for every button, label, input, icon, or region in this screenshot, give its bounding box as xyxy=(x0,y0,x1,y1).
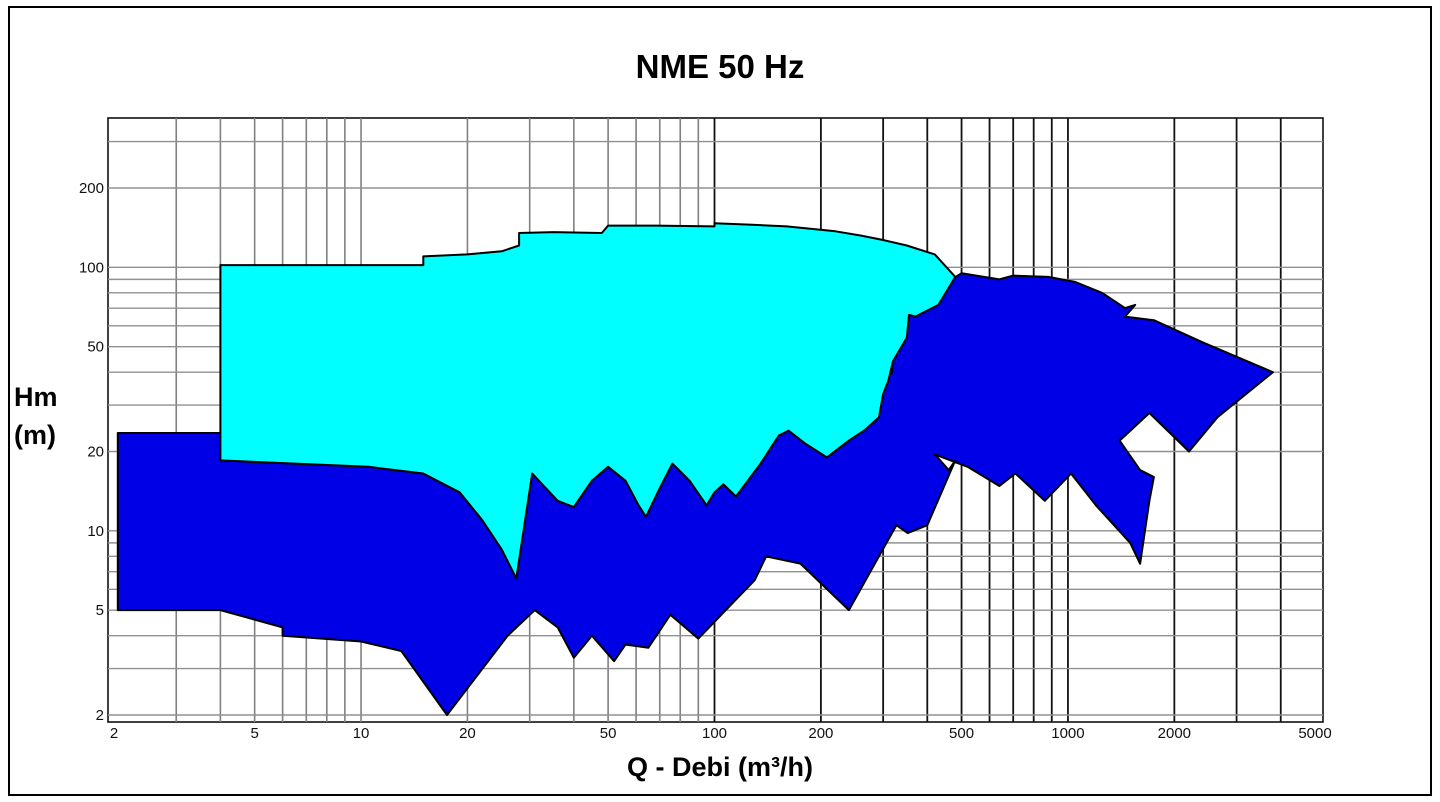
y-tick-label: 5 xyxy=(96,602,104,619)
y-axis-label: Hm (m) xyxy=(14,378,58,454)
x-tick-label: 50 xyxy=(600,725,617,742)
x-tick-label: 2000 xyxy=(1158,725,1191,742)
y-tick-label: 200 xyxy=(79,180,104,197)
chart-frame xyxy=(8,6,1432,796)
y-tick-label: 100 xyxy=(79,259,104,276)
x-tick-label: 200 xyxy=(808,725,833,742)
x-tick-label: 2 xyxy=(110,725,118,742)
y-tick-label: 50 xyxy=(87,339,104,356)
x-tick-label: 100 xyxy=(702,725,727,742)
x-tick-label: 1000 xyxy=(1051,725,1084,742)
y-tick-label: 2 xyxy=(96,707,104,724)
y-axis-label-unit: (m) xyxy=(14,420,56,450)
y-tick-label: 10 xyxy=(87,523,104,540)
chart-title: NME 50 Hz xyxy=(635,48,805,85)
x-tick-label: 500 xyxy=(949,725,974,742)
x-tick-label: 10 xyxy=(353,725,370,742)
x-axis-label: Q - Debi (m³/h) xyxy=(627,752,813,782)
x-tick-label: 5000 xyxy=(1298,725,1331,742)
coverage-areas xyxy=(116,222,1274,716)
y-axis-label-quantity: Hm xyxy=(14,382,58,412)
tick-labels: 2 5 10 20 50 100 200 500 1000 2000 5000 200 100 50 20 1… xyxy=(79,180,1332,742)
x-tick-label: 20 xyxy=(459,725,476,742)
x-tick-label: 5 xyxy=(250,725,258,742)
y-tick-label: 20 xyxy=(87,444,104,461)
coverage-region-2 xyxy=(219,222,957,580)
